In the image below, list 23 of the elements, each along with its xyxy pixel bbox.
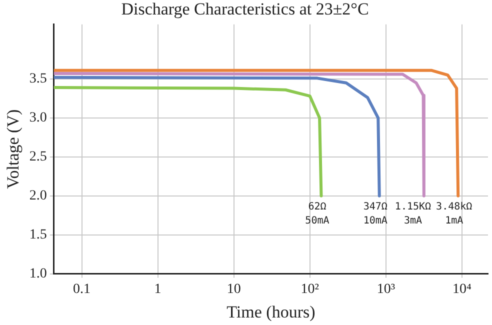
x-axis-title: Time (hours) (226, 302, 316, 322)
x-tick-label: 10³ (376, 282, 396, 297)
y-tick-label: 1.5 (29, 228, 47, 243)
annotation: 3.48kΩ (436, 201, 472, 212)
y-tick-label: 1.0 (29, 266, 47, 282)
annotation: 62Ω (308, 201, 326, 212)
annotation: 1mA (445, 215, 464, 226)
y-tick-label: 2.5 (29, 150, 47, 165)
annotation: 1.15KΩ (394, 201, 432, 212)
y-tick-label: 2.0 (29, 188, 47, 204)
x-tick-label: 10⁴ (452, 282, 472, 297)
annotation: 3mA (404, 215, 422, 226)
x-tick-label: 1 (154, 282, 162, 297)
annotation: 10mA (363, 215, 388, 226)
annotation: 50mA (305, 215, 330, 226)
chart-title: Discharge Characteristics at 23±2°C (121, 0, 369, 19)
x-tick-label: 10 (226, 282, 241, 297)
x-tick-label: 0.1 (73, 282, 91, 297)
x-tick-label: 10² (300, 282, 319, 297)
annotation: 347Ω (363, 201, 388, 212)
y-axis-title: Voltage (V) (4, 109, 23, 189)
y-tick-label: 3.0 (29, 110, 47, 126)
y-tick-label: 3.5 (29, 72, 47, 87)
